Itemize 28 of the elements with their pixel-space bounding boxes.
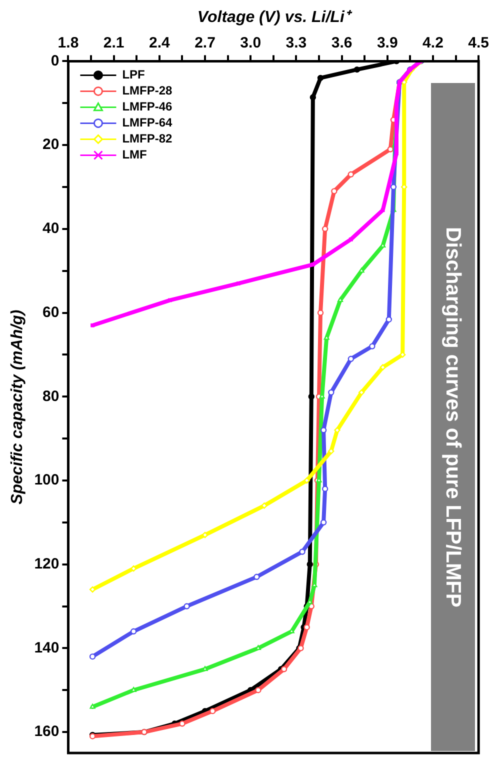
- y-tick-label: 0: [50, 52, 60, 70]
- legend-label: LMFP-28: [122, 84, 173, 98]
- x-tick-label: 4.2: [422, 34, 444, 52]
- x-axis-title: Voltage (V) vs. Li/Li⁺: [197, 9, 352, 26]
- title-banner: Discharging curves of pure LFP/LMFP: [430, 83, 475, 751]
- legend-label: LPF: [122, 68, 145, 82]
- legend-label: LMFP-46: [122, 100, 173, 114]
- y-tick-label: 120: [34, 555, 60, 572]
- y-tick-label: 40: [42, 220, 60, 238]
- legend-label: LMFP-82: [122, 132, 173, 146]
- y-axis-title: Specific capacity (mAh/g): [9, 310, 26, 504]
- x-tick-label: 2.4: [148, 34, 170, 52]
- y-tick-label: 100: [34, 472, 60, 489]
- x-tick-label: 3.6: [331, 34, 352, 52]
- x-tick-label: 4.5: [468, 34, 490, 52]
- y-tick-label: 20: [42, 136, 60, 154]
- legend-label: LMF: [122, 148, 147, 162]
- x-tick-label: 2.7: [194, 34, 216, 52]
- x-tick-label: 3.9: [376, 34, 398, 52]
- legend-label: LMFP-64: [122, 116, 173, 130]
- x-tick-label: 3.0: [240, 34, 262, 52]
- y-tick-label: 140: [34, 639, 60, 656]
- y-tick-label: 160: [34, 723, 60, 740]
- x-tick-label: 3.3: [286, 34, 307, 52]
- x-tick-label: 1.8: [58, 34, 79, 52]
- x-tick-label: 2.1: [103, 34, 124, 52]
- y-tick-label: 60: [42, 304, 60, 321]
- y-tick-label: 80: [42, 388, 60, 405]
